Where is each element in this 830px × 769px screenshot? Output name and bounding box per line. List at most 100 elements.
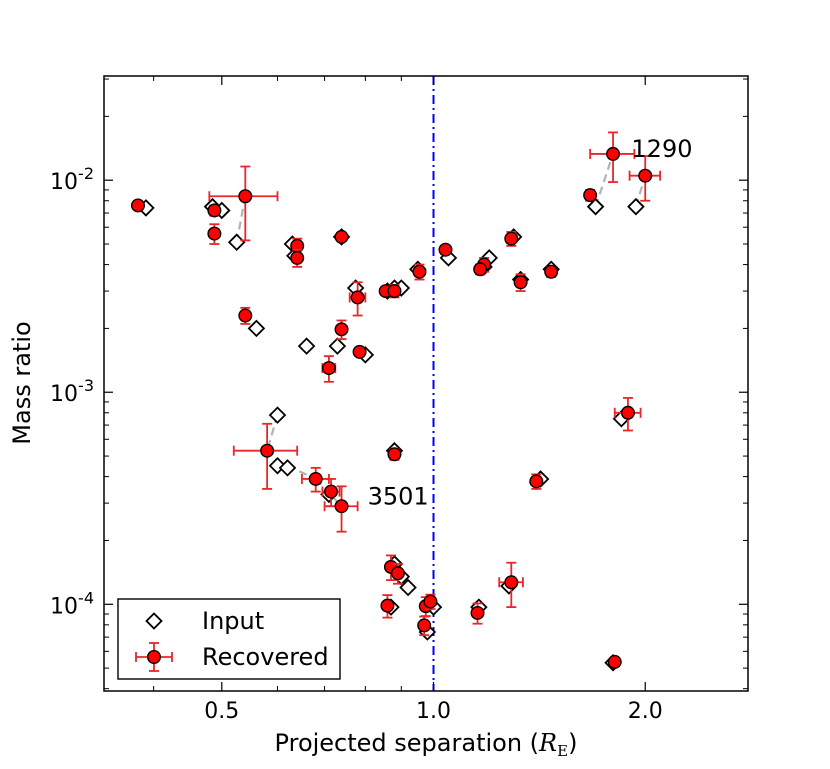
recovered-marker-16 [544, 264, 559, 279]
recovered-marker-27 [334, 499, 349, 514]
recovered-marker-2 [207, 226, 222, 241]
recovered-marker-39 [607, 654, 622, 669]
input-point-19 [627, 197, 645, 216]
y-tick-label-exponent-1: -3 [78, 376, 94, 395]
recovered-point-9 [387, 284, 402, 299]
y-tick-label-base-0: 10 [50, 594, 78, 619]
recovered-point-27 [323, 485, 359, 533]
recovered-point-16 [544, 264, 559, 279]
recovered-marker-33 [380, 598, 395, 613]
x-tick-label-2: 2.0 [628, 699, 663, 724]
recovered-marker-20 [238, 308, 253, 323]
recovered-marker-7 [350, 290, 365, 305]
recovered-point-24 [232, 422, 299, 490]
legend-recovered-label: Recovered [202, 643, 329, 671]
y-tick-label-base-2: 10 [50, 170, 78, 195]
recovered-point-39 [607, 654, 622, 669]
recovered-marker-25 [308, 471, 323, 486]
recovered-marker-35 [423, 594, 438, 609]
recovered-marker-11 [438, 242, 453, 257]
input-point-20 [247, 319, 266, 338]
link-line-2 [235, 196, 247, 243]
input-point-21 [297, 337, 316, 355]
input-point-18 [586, 197, 605, 216]
recovered-point-14 [504, 231, 519, 247]
recovered-marker-21 [321, 361, 336, 376]
axes-frame [103, 75, 749, 692]
recovered-marker-38 [504, 575, 519, 590]
recovered-marker-0 [130, 198, 145, 213]
x-tick-label-0: 0.5 [204, 699, 239, 724]
recovered-point-21 [321, 355, 337, 383]
legend-recovered-marker [146, 650, 161, 665]
recovered-point-6 [334, 229, 349, 244]
recovered-point-18 [589, 131, 636, 183]
recovered-marker-15 [513, 275, 528, 290]
recovered-point-10 [412, 263, 427, 281]
recovered-point-33 [380, 594, 395, 619]
y-tick-label-1: 10-3 [50, 376, 94, 407]
input-point-22 [328, 337, 347, 355]
recovered-point-17 [583, 188, 598, 203]
recovered-point-36 [417, 615, 432, 637]
annotation-1290: 1290 [631, 135, 692, 163]
input-point-26 [278, 459, 297, 477]
recovered-point-22 [334, 319, 349, 341]
recovered-point-15 [513, 273, 528, 292]
recovered-marker-23 [352, 344, 367, 359]
legend-box [117, 598, 341, 680]
legend: Input Recovered [117, 598, 341, 680]
y-tick-label-2: 10-2 [50, 164, 94, 195]
recovered-point-35 [423, 593, 438, 610]
recovered-marker-3 [238, 189, 253, 204]
recovered-marker-1 [207, 203, 222, 218]
input-point-33 [399, 578, 417, 597]
legend-input-marker [145, 612, 163, 630]
recovered-marker-28 [387, 447, 402, 462]
recovered-marker-24 [260, 443, 275, 458]
recovered-marker-6 [334, 229, 349, 244]
recovered-point-29 [529, 473, 544, 490]
recovered-marker-26 [324, 484, 339, 499]
input-point-24 [268, 406, 287, 424]
recovered-point-19 [628, 155, 662, 202]
link-line-0 [594, 153, 615, 208]
recovered-marker-36 [417, 618, 432, 633]
recovered-marker-14 [504, 231, 519, 246]
y-axis-title: Mass ratio [8, 321, 36, 444]
recovered-series-group [130, 131, 662, 669]
recovered-point-32 [390, 563, 405, 585]
recovered-marker-30 [620, 405, 635, 420]
annotation-3501: 3501 [368, 483, 429, 511]
y-tick-label-base-1: 10 [50, 382, 78, 407]
recovered-point-38 [498, 561, 524, 608]
recovered-point-37 [470, 602, 485, 625]
recovered-point-3 [208, 165, 279, 242]
recovered-point-20 [238, 306, 253, 325]
y-tick-label-exponent-2: -2 [78, 164, 94, 183]
recovered-point-2 [207, 223, 222, 245]
recovered-point-30 [613, 397, 642, 432]
recovered-point-23 [352, 344, 367, 359]
x-axis-title: Projected separation (RE) [275, 729, 578, 760]
recovered-marker-37 [470, 605, 485, 620]
recovered-marker-18 [606, 146, 621, 161]
recovered-marker-29 [529, 474, 544, 489]
recovered-marker-9 [387, 284, 402, 299]
recovered-marker-10 [412, 264, 427, 279]
recovered-point-13 [473, 262, 488, 277]
recovered-marker-32 [390, 566, 405, 581]
recovered-point-7 [348, 281, 367, 317]
recovered-point-0 [130, 198, 145, 213]
recovered-point-11 [438, 242, 453, 257]
recovered-point-28 [387, 447, 402, 462]
recovered-marker-19 [638, 168, 653, 183]
recovered-point-5 [290, 248, 305, 268]
y-tick-label-0: 10-4 [50, 588, 94, 619]
recovered-marker-5 [290, 250, 305, 265]
y-tick-label-exponent-0: -4 [78, 588, 94, 607]
recovered-marker-22 [334, 322, 349, 337]
legend-input-label: Input [202, 607, 264, 635]
recovered-marker-17 [583, 188, 598, 203]
